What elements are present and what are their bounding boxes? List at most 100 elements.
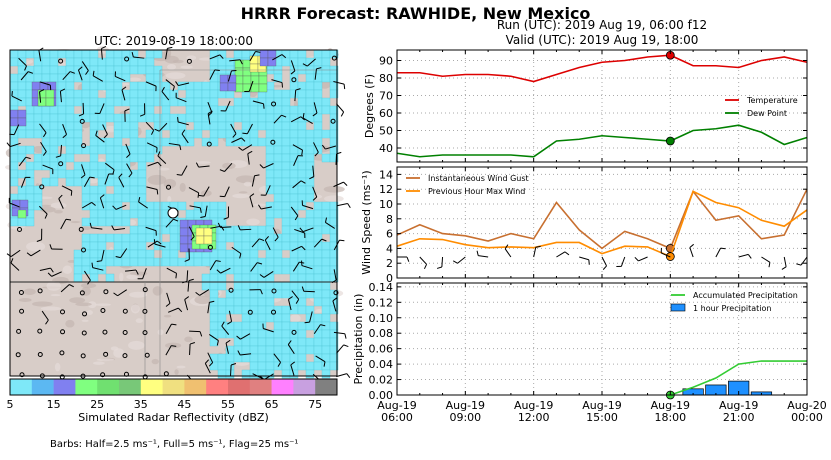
- x-tick-label-time: 18:00: [654, 411, 686, 424]
- wind-barb: [264, 239, 271, 251]
- reflectivity-core-cell: [19, 199, 29, 209]
- reflectivity-cell: [201, 121, 211, 131]
- reflectivity-cell: [305, 241, 315, 251]
- reflectivity-cell: [129, 65, 139, 75]
- terrain-texture: [39, 204, 52, 207]
- reflectivity-cell: [65, 137, 75, 147]
- reflectivity-cell: [33, 201, 43, 211]
- reflectivity-cell: [49, 113, 59, 123]
- reflectivity-core-cell: [203, 227, 213, 237]
- reflectivity-cell: [257, 273, 267, 283]
- reflectivity-cell: [289, 81, 299, 91]
- reflectivity-cell: [33, 65, 43, 75]
- reflectivity-cell: [297, 281, 307, 291]
- reflectivity-cell: [33, 73, 43, 83]
- wind-barb: [332, 300, 337, 312]
- reflectivity-cell: [289, 105, 299, 115]
- wind-barb: [249, 196, 254, 208]
- reflectivity-cell: [105, 73, 115, 83]
- reflectivity-cell: [321, 321, 331, 331]
- reflectivity-cell: [241, 105, 251, 115]
- terrain-texture: [232, 193, 250, 199]
- hourly-wind-barb-flag: [796, 263, 802, 266]
- legend-label: Accumulated Precipitation: [693, 291, 798, 300]
- reflectivity-core-cell: [259, 57, 269, 67]
- reflectivity-cell: [161, 97, 171, 107]
- wind-barb-flag: [312, 196, 318, 201]
- reflectivity-cell: [209, 273, 219, 283]
- reflectivity-cell: [153, 137, 163, 147]
- terrain-texture: [70, 220, 81, 224]
- wind-barb-flag: [340, 111, 345, 117]
- wind-barb-flag: [167, 46, 173, 49]
- colorbar: 5 15 25 35 45 55 65 75 Simulated Radar Reflectiv…: [7, 378, 338, 424]
- wind-barb-flag: [216, 340, 219, 346]
- terrain-texture: [272, 84, 282, 88]
- reflectivity-cell: [129, 257, 139, 267]
- reflectivity-cell: [113, 129, 123, 139]
- hourly-wind-barb: [419, 256, 427, 265]
- reflectivity-cell: [113, 193, 123, 203]
- reflectivity-cell: [145, 257, 155, 267]
- wind-barb: [231, 137, 242, 143]
- reflectivity-cell: [241, 297, 251, 307]
- reflectivity-cell: [185, 129, 195, 139]
- wind-barb: [168, 142, 180, 146]
- wind-barb: [146, 186, 158, 190]
- calm-wind-circle: [122, 308, 128, 314]
- terrain-texture: [135, 318, 143, 324]
- wind-barb-flag: [221, 321, 225, 327]
- terrain-texture: [126, 274, 138, 280]
- wind-barb-flag: [55, 155, 61, 158]
- reflectivity-cell: [281, 321, 291, 331]
- colorbar-swatch: [162, 379, 185, 395]
- wind-barb: [51, 271, 62, 277]
- reflectivity-cell: [273, 249, 283, 259]
- wind-barb: [40, 142, 47, 152]
- reflectivity-cell: [257, 313, 267, 323]
- series-line: [396, 124, 808, 158]
- reflectivity-cell: [289, 201, 299, 211]
- reflectivity-cell: [89, 113, 99, 123]
- wind-barb-flag: [156, 189, 159, 195]
- reflectivity-core-cell: [17, 209, 27, 219]
- reflectivity-cell: [217, 369, 227, 379]
- reflectivity-core-cell: [45, 97, 55, 107]
- hourly-wind-barb-flag: [720, 247, 726, 250]
- reflectivity-cell: [241, 113, 251, 123]
- reflectivity-cell: [81, 113, 91, 123]
- reflectivity-cell: [57, 153, 67, 163]
- calm-wind-circle: [331, 55, 337, 61]
- reflectivity-cell: [249, 281, 259, 291]
- wind-barb: [166, 267, 177, 274]
- reflectivity-cell: [193, 129, 203, 139]
- reflectivity-cell: [201, 281, 211, 291]
- reflectivity-cell: [97, 233, 107, 243]
- wind-barb-flag: [157, 161, 162, 167]
- reflectivity-cell: [41, 129, 51, 139]
- reflectivity-cell: [113, 97, 123, 107]
- reflectivity-cell: [169, 233, 179, 243]
- reflectivity-cell: [273, 169, 283, 179]
- reflectivity-cell: [201, 273, 211, 283]
- reflectivity-cell: [113, 169, 123, 179]
- wind-barb-flag: [87, 279, 91, 285]
- wind-barb: [220, 226, 232, 228]
- reflectivity-cell: [17, 81, 27, 91]
- reflectivity-cell: [137, 225, 147, 235]
- wind-barb-flag: [197, 192, 200, 198]
- wind-barb-flag: [39, 89, 45, 93]
- reflectivity-cell: [169, 113, 179, 123]
- reflectivity-cell: [217, 273, 227, 283]
- wind-barb-flag: [215, 260, 221, 262]
- wind-barb-flag: [332, 297, 338, 302]
- wind-barb: [333, 269, 337, 281]
- reflectivity-cell: [185, 105, 195, 115]
- wind-barb-flag: [124, 108, 130, 112]
- reflectivity-cell: [121, 257, 131, 267]
- terrain-texture: [130, 304, 140, 314]
- reflectivity-cell: [297, 89, 307, 99]
- wind-barb: [165, 345, 172, 356]
- reflectivity-cell: [313, 345, 323, 355]
- wind-barb-flag: [208, 362, 214, 367]
